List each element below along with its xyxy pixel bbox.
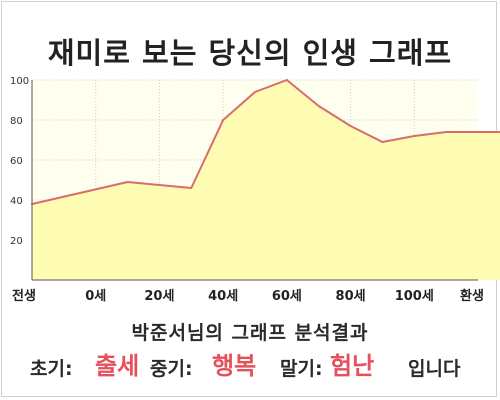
x-tick-label-1: 0세 <box>85 289 106 304</box>
early-label: 초기: <box>30 358 73 380</box>
middle-label: 중기: <box>150 358 193 380</box>
data-point-10 <box>445 131 448 133</box>
data-point-2 <box>190 187 193 189</box>
data-point-5 <box>285 79 288 81</box>
y-tick-label-100: 100 <box>10 76 29 87</box>
data-point-7 <box>349 125 352 127</box>
x-tick-label-4: 60세 <box>272 289 302 304</box>
y-tick-label-40: 40 <box>10 196 23 207</box>
x-tick-label-0: 전생 <box>12 288 36 304</box>
data-point-3 <box>222 119 225 121</box>
data-point-8 <box>381 141 384 143</box>
data-point-9 <box>413 135 416 137</box>
x-tick-label-3: 40세 <box>208 289 238 304</box>
data-point-4 <box>254 91 256 93</box>
chart-title: 재미로 보는 당신의 인생 그래프 <box>47 36 453 70</box>
analysis-result: 초기: 출세 중기: 행복 말기: 험난 입니다 <box>0 347 500 381</box>
y-tick-label-20: 20 <box>10 236 23 247</box>
x-tick-label-6: 100세 <box>395 289 434 304</box>
data-point-6 <box>317 105 320 107</box>
ending-text: 입니다 <box>408 358 461 380</box>
x-tick-label-5: 80세 <box>336 289 366 304</box>
area-fill <box>32 80 500 280</box>
x-tick-label-2: 20세 <box>144 289 174 304</box>
early-value: 출세 <box>95 352 140 380</box>
data-point-1 <box>126 181 129 183</box>
middle-value: 행복 <box>212 352 257 380</box>
x-tick-label-7: 환생 <box>460 288 484 304</box>
y-tick-label-80: 80 <box>10 116 23 127</box>
late-value: 험난 <box>330 352 375 380</box>
analysis-heading: 박준서님의 그래프 분석결과 <box>131 322 369 344</box>
y-tick-label-60: 60 <box>10 156 23 167</box>
late-label: 말기: <box>280 358 323 380</box>
